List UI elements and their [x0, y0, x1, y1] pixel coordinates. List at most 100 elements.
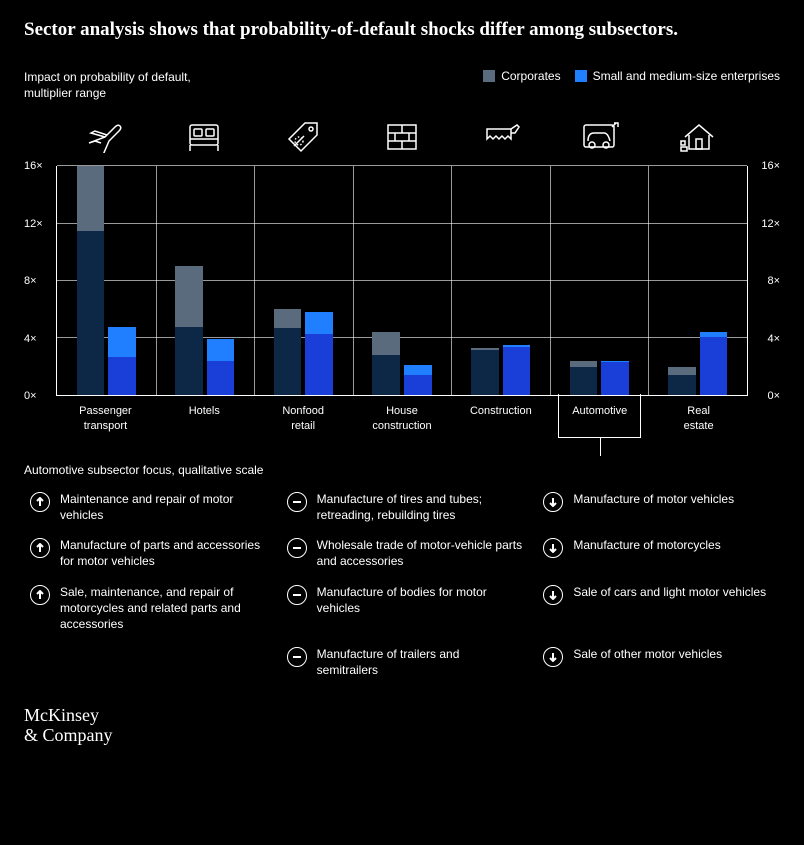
subsector-item: Manufacture of motorcycles — [543, 537, 780, 569]
gridline-h — [57, 165, 747, 166]
bar-sme-house-construction — [404, 365, 432, 395]
y-tick-left: 12× — [24, 218, 56, 230]
legend-sme: Small and medium-size enterprises — [575, 69, 780, 83]
y-tick-right: 16× — [748, 160, 780, 172]
y-axis-right: 0×4×8×12×16× — [748, 166, 780, 396]
subsector-item: Sale, maintenance, and repair of motorcy… — [30, 584, 267, 633]
category-label-passenger-transport: Passengertransport — [56, 400, 155, 433]
legend-corporates: Corporates — [483, 69, 560, 83]
category-labels: PassengertransportHotelsNonfoodretailHou… — [24, 400, 780, 433]
subsector-item: Manufacture of motor vehicles — [543, 491, 780, 523]
arrow-flat-icon — [287, 538, 307, 558]
bar-corporates-nonfood-retail — [274, 309, 302, 395]
subsector-text: Manufacture of bodies for motor vehicles — [317, 584, 524, 616]
real-estate-icon — [649, 112, 748, 160]
subsector-item: Maintenance and repair of motor vehicles — [30, 491, 267, 523]
house-construction-icon — [353, 112, 452, 160]
plot-area — [56, 166, 748, 396]
hotels-icon — [155, 112, 254, 160]
automotive-connector — [558, 394, 641, 438]
gridline-v — [156, 166, 157, 395]
arrow-up-icon — [30, 585, 50, 605]
y-tick-left: 8× — [24, 275, 56, 287]
bar-sme-automotive — [601, 361, 629, 395]
bar-sme-hotels — [207, 339, 235, 395]
bar-corporates-real-estate — [668, 367, 696, 396]
page-title: Sector analysis shows that probability-o… — [24, 18, 780, 43]
subsector-item: Manufacture of bodies for motor vehicles — [287, 584, 524, 633]
arrow-up-icon — [30, 538, 50, 558]
category-label-real-estate: Realestate — [649, 400, 748, 433]
logo-line-1: McKinsey — [24, 705, 99, 725]
legend-corporates-swatch — [483, 70, 495, 82]
passenger-transport-icon — [56, 112, 155, 160]
legend-sme-label: Small and medium-size enterprises — [593, 69, 780, 83]
legend-sme-swatch — [575, 70, 587, 82]
bar-corporates-automotive — [570, 361, 598, 395]
chart: 0×4×8×12×16× 0×4×8×12×16× — [24, 166, 780, 396]
subsector-text: Manufacture of parts and accessories for… — [60, 537, 267, 569]
logo-line-2: & Company — [24, 725, 113, 745]
arrow-up-icon — [30, 492, 50, 512]
subsector-text: Sale of other motor vehicles — [573, 646, 722, 662]
arrow-flat-icon — [287, 647, 307, 667]
subtitle-legend-row: Impact on probability of default, multip… — [24, 69, 780, 103]
arrow-down-icon — [543, 647, 563, 667]
subsector-item: Manufacture of trailers and semitrailers — [287, 646, 524, 678]
subsector-text: Manufacture of tires and tubes; retreadi… — [317, 491, 524, 523]
subsector-item — [30, 646, 267, 678]
sector-icon-row — [24, 112, 780, 160]
gridline-h — [57, 280, 747, 281]
category-label-nonfood-retail: Nonfoodretail — [254, 400, 353, 433]
subsector-text: Manufacture of motorcycles — [573, 537, 720, 553]
subsector-item: Wholesale trade of motor-vehicle parts a… — [287, 537, 524, 569]
subsector-text: Manufacture of trailers and semitrailers — [317, 646, 524, 678]
subsector-item: Sale of other motor vehicles — [543, 646, 780, 678]
gridline-h — [57, 223, 747, 224]
y-tick-left: 16× — [24, 160, 56, 172]
arrow-flat-icon — [287, 492, 307, 512]
gridline-v — [550, 166, 551, 395]
arrow-down-icon — [543, 492, 563, 512]
category-label-construction: Construction — [451, 400, 550, 433]
subsector-text: Sale of cars and light motor vehicles — [573, 584, 766, 600]
y-tick-right: 4× — [748, 333, 780, 345]
subtitle-line-2: multiplier range — [24, 86, 106, 100]
construction-icon — [451, 112, 550, 160]
automotive-connector-drop — [600, 438, 601, 456]
bar-sme-real-estate — [700, 332, 728, 395]
arrow-flat-icon — [287, 585, 307, 605]
gridline-v — [353, 166, 354, 395]
category-label-house-construction: Houseconstruction — [353, 400, 452, 433]
category-label-hotels: Hotels — [155, 400, 254, 433]
subsector-text: Sale, maintenance, and repair of motorcy… — [60, 584, 267, 633]
arrow-down-icon — [543, 538, 563, 558]
gridline-h — [57, 337, 747, 338]
subsector-grid: Maintenance and repair of motor vehicles… — [24, 491, 780, 679]
bar-sme-nonfood-retail — [305, 312, 333, 395]
y-tick-right: 12× — [748, 218, 780, 230]
legend-corporates-label: Corporates — [501, 69, 560, 83]
bar-corporates-construction — [471, 348, 499, 395]
nonfood-retail-icon — [254, 112, 353, 160]
subsector-item: Manufacture of parts and accessories for… — [30, 537, 267, 569]
subsector-item: Sale of cars and light motor vehicles — [543, 584, 780, 633]
subtitle-line-1: Impact on probability of default, — [24, 70, 191, 84]
gridline-v — [254, 166, 255, 395]
automotive-icon — [550, 112, 649, 160]
bar-corporates-passenger-transport — [77, 166, 105, 395]
y-axis-left: 0×4×8×12×16× — [24, 166, 56, 396]
subsector-text: Wholesale trade of motor-vehicle parts a… — [317, 537, 524, 569]
bar-sme-construction — [503, 345, 531, 395]
gridline-v — [648, 166, 649, 395]
arrow-down-icon — [543, 585, 563, 605]
subsector-text: Manufacture of motor vehicles — [573, 491, 734, 507]
bar-corporates-hotels — [175, 266, 203, 395]
legend: Corporates Small and medium-size enterpr… — [483, 69, 780, 83]
y-axis-label: Impact on probability of default, multip… — [24, 69, 191, 103]
bar-corporates-house-construction — [372, 332, 400, 395]
mckinsey-logo: McKinsey & Company — [24, 705, 780, 746]
y-tick-left: 4× — [24, 333, 56, 345]
bar-sme-passenger-transport — [108, 327, 136, 396]
subsector-item: Manufacture of tires and tubes; retreadi… — [287, 491, 524, 523]
